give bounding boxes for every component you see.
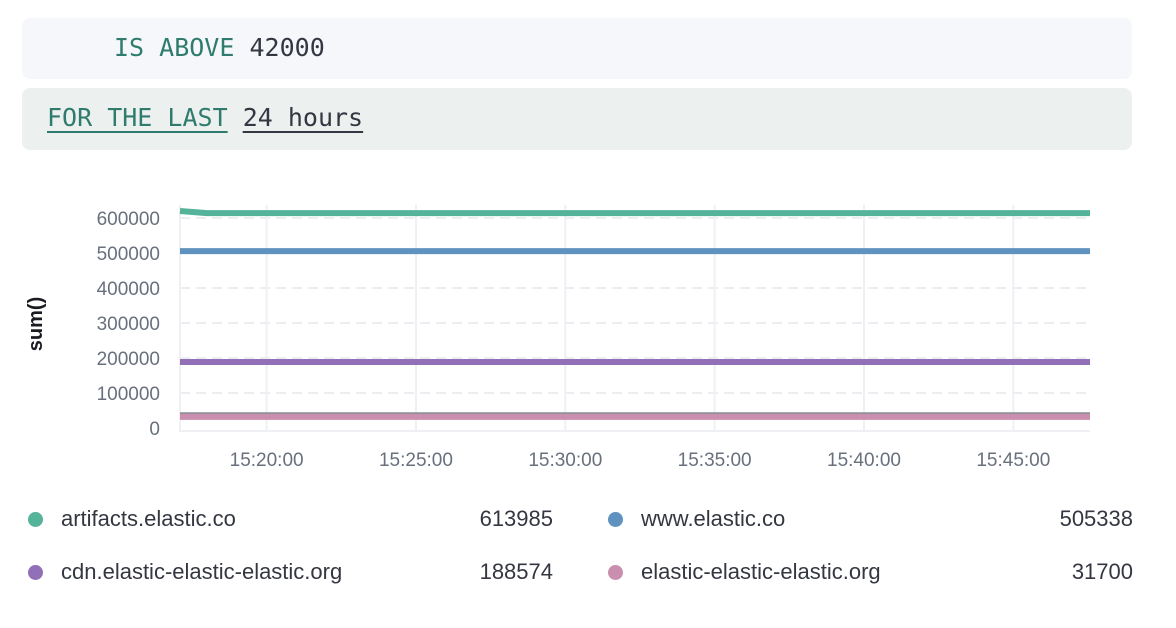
legend-item[interactable]: www.elastic.co 505338: [608, 504, 1133, 534]
legend-color-dot: [28, 564, 43, 580]
threshold-value[interactable]: 42000: [249, 33, 325, 62]
legend-item[interactable]: artifacts.elastic.co 613985: [28, 504, 553, 534]
legend-series-name: cdn.elastic-elastic-elastic.org: [61, 559, 343, 584]
legend-series-name: elastic-elastic-elastic.org: [641, 559, 881, 584]
legend-series-value: 505338: [1059, 506, 1133, 531]
x-tick-label: 15:45:00: [976, 450, 1050, 471]
legend-color-dot: [608, 564, 623, 580]
y-axis-label: sum(): [25, 297, 47, 351]
time-window-label[interactable]: FOR THE LAST: [47, 103, 228, 132]
y-tick-label: 600000: [97, 209, 160, 230]
time-window-expression: FOR THE LAST 24 hours: [22, 88, 1132, 150]
x-tick-label: 15:30:00: [528, 450, 602, 471]
y-tick-label: 0: [149, 419, 160, 440]
legend-series-value: 613985: [479, 506, 553, 531]
series-line: [179, 208, 1090, 217]
y-tick-label: 200000: [97, 349, 160, 370]
legend-series-value: 188574: [479, 559, 553, 584]
condition-expression: IS ABOVE 42000: [22, 18, 1132, 79]
legend-series-name: artifacts.elastic.co: [61, 506, 236, 531]
y-tick-label: 500000: [97, 244, 160, 265]
y-tick-label: 100000: [97, 384, 160, 405]
legend-item[interactable]: elastic-elastic-elastic.org 31700: [608, 557, 1133, 587]
operator-label[interactable]: IS ABOVE: [114, 33, 235, 62]
x-tick-label: 15:35:00: [678, 450, 752, 471]
legend-color-dot: [608, 511, 623, 527]
legend-series-name: www.elastic.co: [641, 506, 786, 531]
y-tick-label: 400000: [97, 279, 160, 300]
legend-color-dot: [28, 511, 43, 527]
legend-series-value: 31700: [1071, 559, 1133, 584]
legend-item[interactable]: cdn.elastic-elastic-elastic.org 188574: [28, 557, 553, 587]
x-tick-label: 15:20:00: [230, 450, 304, 471]
time-window-value[interactable]: 24 hours: [242, 103, 364, 132]
x-tick-label: 15:40:00: [827, 450, 901, 471]
x-tick-label: 15:25:00: [379, 450, 453, 471]
y-tick-label: 300000: [97, 314, 160, 335]
